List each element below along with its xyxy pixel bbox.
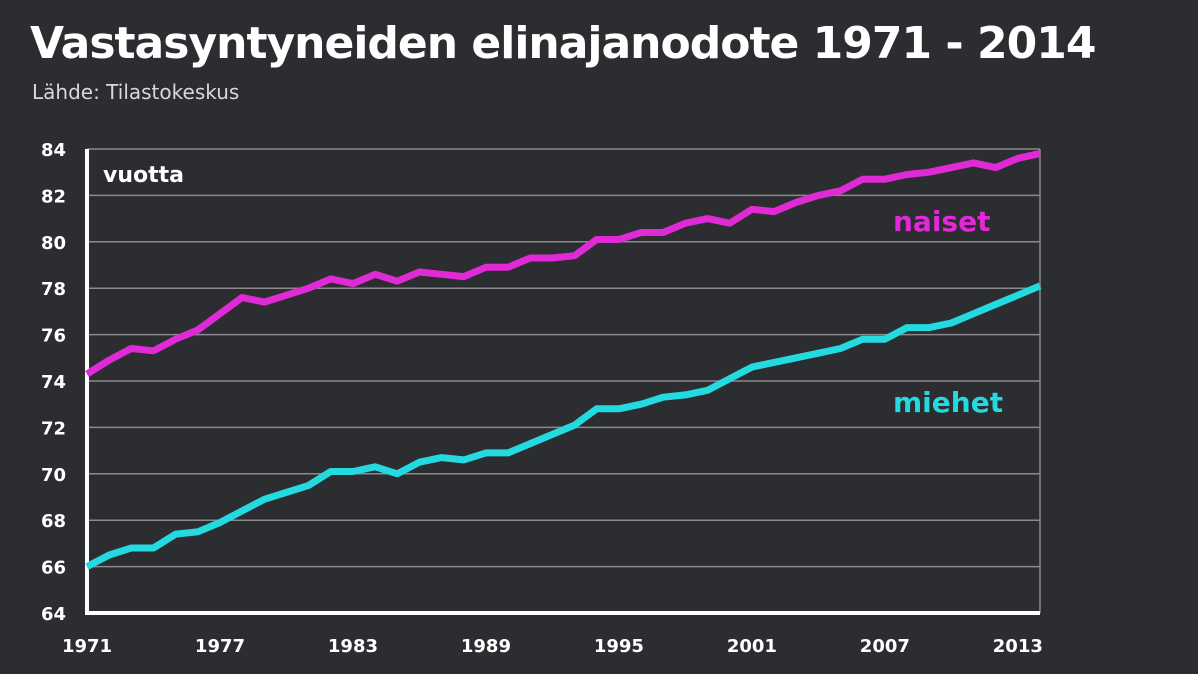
series-lines <box>85 150 1042 570</box>
y-tick-label: 82 <box>41 186 66 207</box>
y-axis-unit-label: vuotta <box>103 163 184 188</box>
x-tick-label: 1989 <box>461 636 511 657</box>
series-line-naiset <box>85 150 1041 377</box>
y-tick-label: 74 <box>41 372 66 393</box>
series-line-miehet <box>85 282 1042 570</box>
y-tick-label: 84 <box>41 140 66 161</box>
y-axis-ticks: 64 66 68 70 72 74 76 78 80 82 84 <box>41 140 66 625</box>
y-tick-label: 80 <box>41 233 66 254</box>
y-tick-label: 66 <box>41 558 66 579</box>
y-tick-label: 76 <box>41 326 66 347</box>
x-tick-label: 1977 <box>195 636 245 657</box>
axes <box>85 149 1040 615</box>
series-label-naiset: naiset <box>893 205 990 238</box>
y-tick-label: 70 <box>41 465 66 486</box>
x-tick-label: 1971 <box>62 636 112 657</box>
grid-lines <box>87 148 1041 613</box>
x-tick-label: 2001 <box>727 636 777 657</box>
x-tick-label: 2007 <box>860 636 910 657</box>
y-tick-label: 68 <box>41 511 66 532</box>
y-tick-label: 72 <box>41 418 66 439</box>
x-tick-label: 1983 <box>328 636 378 657</box>
y-tick-label: 64 <box>41 604 66 625</box>
x-tick-label: 1995 <box>594 636 644 657</box>
y-tick-label: 78 <box>41 279 66 300</box>
x-axis-ticks: 1971 1977 1983 1989 1995 2001 2007 2013 <box>62 636 1043 657</box>
series-label-miehet: miehet <box>893 386 1003 419</box>
chart-title: Vastasyntyneiden elinajanodote 1971 - 20… <box>30 18 1096 69</box>
chart-subtitle: Lähde: Tilastokeskus <box>32 80 240 104</box>
x-tick-label: 2013 <box>993 636 1043 657</box>
